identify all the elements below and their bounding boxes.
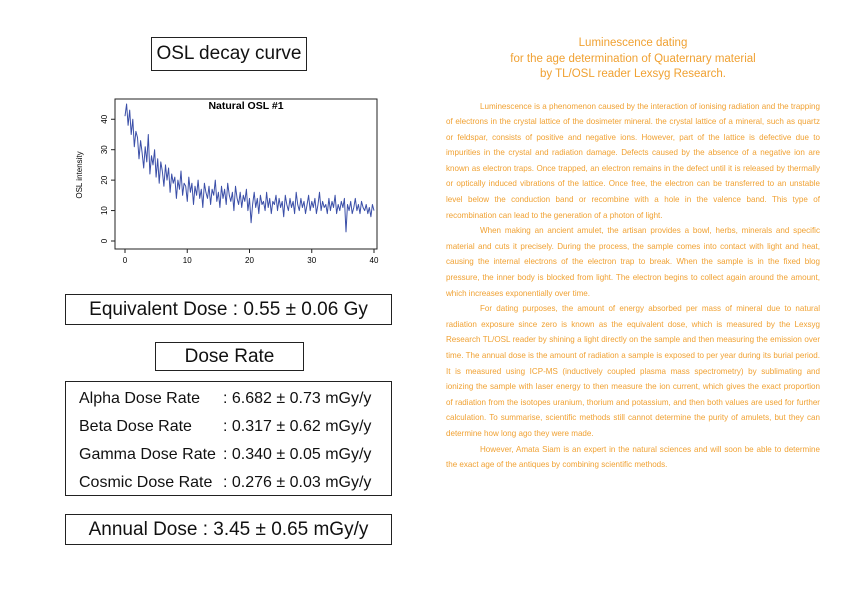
- chart-title: Natural OSL #1: [208, 100, 283, 112]
- dose-rate-label: Beta Dose Rate: [79, 418, 192, 435]
- dose-rate-label: Gamma Dose Rate: [79, 446, 216, 463]
- article-title-line: Luminescence dating: [578, 37, 688, 49]
- dose-rate-value: : 0.276 ± 0.03 mGy/y: [223, 474, 372, 491]
- y-tick-label: 40: [100, 114, 109, 123]
- annual-dose-text: Annual Dose : 3.45 ± 0.65 mGy/y: [88, 518, 369, 540]
- article-paragraph: For dating purposes, the amount of energ…: [446, 304, 820, 438]
- dose-rate-label: Cosmic Dose Rate: [79, 474, 213, 491]
- plot-frame: [114, 98, 378, 250]
- dose-rate-value: : 6.682 ± 0.73 mGy/y: [223, 390, 372, 407]
- osl-chart: Natural OSL #1 OSL intensity 0 10 20 30 40 0 1…: [75, 98, 379, 265]
- dose-rate-row-cosmic: Cosmic Dose Rate : 0.276 ± 0.03 mGy/y: [79, 474, 371, 492]
- dose-rate-label: Alpha Dose Rate: [79, 390, 200, 407]
- article-paragraph: When making an ancient amulet, the artis…: [446, 226, 820, 298]
- dose-rate-row-alpha: Alpha Dose Rate : 6.682 ± 0.73 mGy/y: [79, 390, 371, 408]
- osl-decay-curve-title: OSL decay curve: [151, 37, 307, 71]
- x-tick-label: 20: [245, 256, 254, 265]
- article: Luminescence dating for the age determin…: [446, 36, 820, 473]
- y-tick-label: 0: [100, 238, 109, 243]
- annual-dose-box: Annual Dose : 3.45 ± 0.65 mGy/y: [65, 514, 392, 545]
- y-tick-label: 30: [100, 145, 109, 154]
- article-paragraph: However, Amata Siam is an expert in the …: [446, 444, 820, 470]
- osl-decay-curve-title-text: OSL decay curve: [156, 43, 302, 64]
- dose-rate-row-beta: Beta Dose Rate : 0.317 ± 0.62 mGy/y: [79, 418, 371, 436]
- x-tick-label: 30: [307, 256, 316, 265]
- x-tick-label: 40: [370, 256, 379, 265]
- dose-rate-value: : 0.317 ± 0.62 mGy/y: [223, 418, 372, 435]
- dose-rate-title: Dose Rate: [184, 345, 275, 367]
- x-tick-label: 10: [183, 256, 192, 265]
- dose-rate-value: : 0.340 ± 0.05 mGy/y: [223, 446, 372, 463]
- x-tick-label: 0: [123, 256, 128, 265]
- equivalent-dose-text: Equivalent Dose : 0.55 ± 0.06 Gy: [89, 298, 368, 320]
- dose-rate-title-box: Dose Rate: [155, 342, 304, 371]
- equivalent-dose-box: Equivalent Dose : 0.55 ± 0.06 Gy: [65, 294, 392, 325]
- article-title: Luminescence dating for the age determin…: [446, 36, 820, 83]
- dose-rates-table: Alpha Dose Rate : 6.682 ± 0.73 mGy/y Beta…: [65, 381, 392, 496]
- article-title-line: by TL/OSL reader Lexsyg Research.: [539, 68, 726, 80]
- article-paragraph: Luminescence is a phenomenon caused by t…: [446, 101, 820, 220]
- dose-rate-row-gamma: Gamma Dose Rate : 0.340 ± 0.05 mGy/y: [79, 446, 371, 464]
- y-tick-label: 20: [100, 175, 109, 184]
- series-line: [124, 103, 375, 233]
- y-axis-label: OSL intensity: [75, 151, 84, 198]
- article-title-line: for the age determination of Quaternary …: [510, 52, 756, 65]
- y-tick-label: 10: [100, 206, 109, 215]
